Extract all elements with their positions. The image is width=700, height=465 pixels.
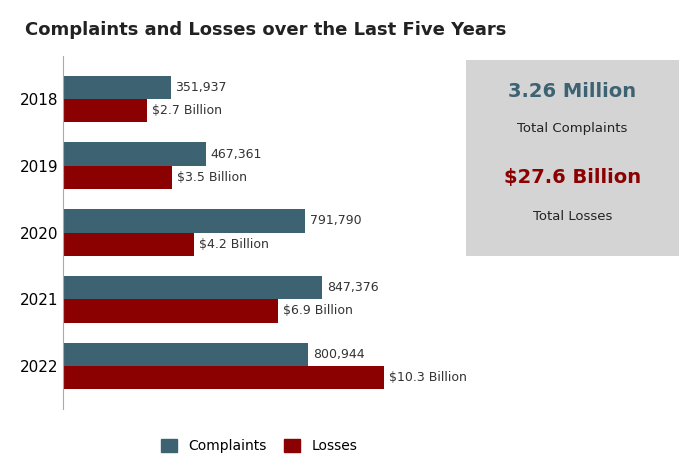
- Text: $27.6 Billion: $27.6 Billion: [504, 168, 640, 187]
- Text: 467,361: 467,361: [211, 148, 262, 160]
- Text: $4.2 Billion: $4.2 Billion: [199, 238, 269, 251]
- Bar: [63, 142, 206, 166]
- Bar: [63, 366, 384, 389]
- Text: 800,944: 800,944: [313, 348, 365, 361]
- Text: $2.7 Billion: $2.7 Billion: [152, 104, 222, 117]
- Bar: [63, 209, 305, 232]
- Bar: [63, 76, 171, 99]
- Text: Total Complaints: Total Complaints: [517, 122, 627, 135]
- Text: $6.9 Billion: $6.9 Billion: [283, 305, 353, 317]
- Text: Complaints and Losses over the Last Five Years: Complaints and Losses over the Last Five…: [25, 21, 507, 39]
- Text: $3.5 Billion: $3.5 Billion: [177, 171, 247, 184]
- Legend: Complaints, Losses: Complaints, Losses: [155, 434, 363, 459]
- Text: 847,376: 847,376: [327, 281, 379, 294]
- Bar: [63, 343, 308, 366]
- Text: Total Losses: Total Losses: [533, 210, 612, 223]
- Text: $10.3 Billion: $10.3 Billion: [389, 371, 467, 384]
- Bar: [63, 276, 322, 299]
- Text: 351,937: 351,937: [176, 81, 227, 94]
- Text: 791,790: 791,790: [310, 214, 362, 227]
- Text: 3.26 Million: 3.26 Million: [508, 82, 636, 101]
- Bar: [63, 232, 194, 256]
- Bar: [63, 299, 278, 323]
- Bar: [63, 166, 172, 189]
- Bar: [63, 99, 147, 122]
